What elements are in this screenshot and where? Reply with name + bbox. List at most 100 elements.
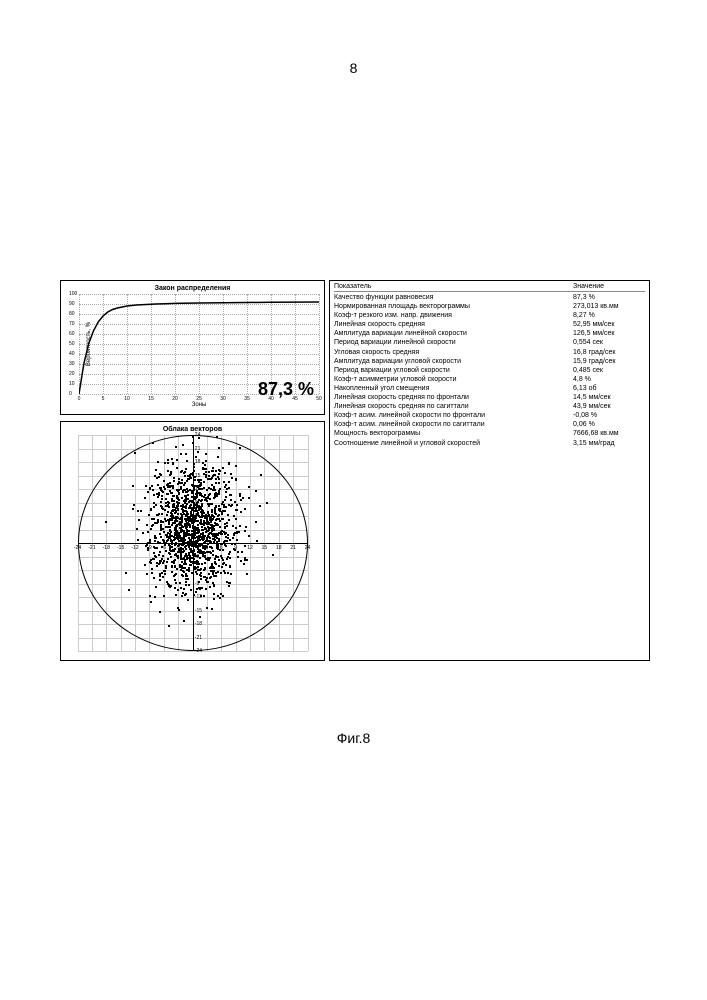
metric-name: Линейная скорость средняя по фронтали	[334, 393, 573, 402]
table-row: Линейная скорость средняя52,95 мм/сек	[334, 320, 645, 329]
scatter-x-tick: -24	[74, 545, 81, 551]
metric-name: Соотношение линейной и угловой скоростей	[334, 439, 573, 448]
metric-name: Коэф-т асимметрии угловой скорости	[334, 375, 573, 384]
line-chart-xlabel: Зоны	[192, 402, 207, 408]
table-row: Амплитуда вариации угловой скорости15,9 …	[334, 357, 645, 366]
x-tick: 0	[78, 396, 81, 402]
table-row: Угловая скорость средняя16,8 град/сек	[334, 348, 645, 357]
metric-name: Накопленный угол смещения	[334, 384, 573, 393]
metric-name: Амплитуда вариации угловой скорости	[334, 357, 573, 366]
metric-value: 4,8 %	[573, 375, 645, 384]
metric-name: Период вариации линейной скорости	[334, 338, 573, 347]
scatter-x-tick: 18	[276, 545, 282, 551]
x-tick: 5	[102, 396, 105, 402]
scatter-x-tick: 24	[305, 545, 311, 551]
line-chart-ylabel: Вероятность, %	[86, 322, 92, 366]
table-row: Коэф-т асимметрии угловой скорости4,8 %	[334, 375, 645, 384]
metric-value: 15,9 град/сек	[573, 357, 645, 366]
table-row: Коэф-т асим. линейной скорости по сагитт…	[334, 420, 645, 429]
metric-value: 52,95 мм/сек	[573, 320, 645, 329]
y-tick: 100	[69, 291, 77, 297]
metric-name: Период вариации угловой скорости	[334, 366, 573, 375]
metric-value: 0,554 сек	[573, 338, 645, 347]
table-row: Амплитуда вариации линейной скорости126,…	[334, 329, 645, 338]
metric-value: 8,27 %	[573, 311, 645, 320]
metric-name: Линейная скорость средняя	[334, 320, 573, 329]
left-column: Закон распределения 01020304050607080901…	[60, 280, 325, 661]
table-row: Период вариации угловой скорости0,485 се…	[334, 366, 645, 375]
y-tick: 10	[69, 381, 75, 387]
metric-value: 16,8 град/сек	[573, 348, 645, 357]
table-row: Соотношение линейной и угловой скоростей…	[334, 439, 645, 448]
y-tick: 50	[69, 341, 75, 347]
scatter-y-tick: -24	[195, 648, 202, 654]
scatter-x-tick: 12	[247, 545, 253, 551]
y-tick: 30	[69, 361, 75, 367]
scatter-y-tick: -21	[195, 635, 202, 641]
metric-name: Амплитуда вариации линейной скорости	[334, 329, 573, 338]
x-tick: 50	[316, 396, 322, 402]
metric-value: 14,5 мм/сек	[573, 393, 645, 402]
header-name: Показатель	[334, 283, 573, 290]
y-tick: 90	[69, 301, 75, 307]
header-value: Значение	[573, 283, 645, 290]
table-row: Мощность векторограммы7666,68 кв.мм	[334, 429, 645, 438]
metric-value: 7666,68 кв.мм	[573, 429, 645, 438]
table-row: Коэф-т асим. линейной скорости по фронта…	[334, 411, 645, 420]
metric-name: Коэф-т резкого изм. напр. движения	[334, 311, 573, 320]
line-chart-title: Закон распределения	[65, 285, 320, 292]
metric-name: Качество функции равновесия	[334, 293, 573, 302]
vector-cloud-chart: Облака векторов -24 -24 -21 -21 -18 -18 -15 -15…	[60, 421, 325, 661]
metric-value: 0,06 %	[573, 420, 645, 429]
y-tick: 80	[69, 311, 75, 317]
metric-name: Коэф-т асим. линейной скорости по сагитт…	[334, 420, 573, 429]
table-row: Коэф-т резкого изм. напр. движения8,27 %	[334, 311, 645, 320]
scatter-x-tick: -12	[131, 545, 138, 551]
scatter-plot: -24-24-21-21-18-18-15-15-12-12-9-9-6-6-3…	[78, 435, 308, 651]
metric-value: 0,485 сек	[573, 366, 645, 375]
scatter-x-tick: 21	[290, 545, 296, 551]
table-row: Накопленный угол смещения6,13 об	[334, 384, 645, 393]
scatter-title: Облака векторов	[65, 426, 320, 433]
scatter-y-tick: -18	[195, 621, 202, 627]
figure-caption: Фиг.8	[337, 730, 371, 746]
table-row: Линейная скорость средняя по фронтали14,…	[334, 393, 645, 402]
metric-name: Мощность векторограммы	[334, 429, 573, 438]
line-chart-annotation: 87,3 %	[258, 379, 314, 400]
metric-value: 126,5 мм/сек	[573, 329, 645, 338]
metric-name: Угловая скорость средняя	[334, 348, 573, 357]
table-row: Качество функции равновесия87,3 %	[334, 293, 645, 302]
scatter-x-tick: -18	[103, 545, 110, 551]
distribution-chart: Закон распределения 01020304050607080901…	[60, 280, 325, 415]
metric-name: Линейная скорость средняя по сагиттали	[334, 402, 573, 411]
x-tick: 20	[172, 396, 178, 402]
x-tick: 35	[244, 396, 250, 402]
metric-value: -0,08 %	[573, 411, 645, 420]
y-tick: 40	[69, 351, 75, 357]
metric-value: 3,15 мм/град	[573, 439, 645, 448]
metric-name: Нормированная площадь векторограммы	[334, 302, 573, 311]
table-header: Показатель Значение	[334, 283, 645, 292]
x-tick: 10	[124, 396, 130, 402]
scatter-y-tick: -15	[195, 608, 202, 614]
content-area: Закон распределения 01020304050607080901…	[60, 280, 650, 661]
y-tick: 20	[69, 371, 75, 377]
scatter-x-tick: -21	[88, 545, 95, 551]
metric-name: Коэф-т асим. линейной скорости по фронта…	[334, 411, 573, 420]
scatter-y-tick: 18	[195, 459, 201, 465]
table-row: Нормированная площадь векторограммы273,0…	[334, 302, 645, 311]
scatter-x-tick: -15	[117, 545, 124, 551]
y-tick: 60	[69, 331, 75, 337]
page-number: 8	[350, 60, 358, 76]
metric-value: 6,13 об	[573, 384, 645, 393]
metric-value: 87,3 %	[573, 293, 645, 302]
y-tick: 70	[69, 321, 75, 327]
table-row: Период вариации линейной скорости0,554 с…	[334, 338, 645, 347]
x-tick: 15	[148, 396, 154, 402]
table-row: Линейная скорость средняя по сагиттали43…	[334, 402, 645, 411]
y-tick: 0	[69, 391, 72, 397]
metric-value: 273,013 кв.мм	[573, 302, 645, 311]
metrics-table: Показатель Значение Качество функции рав…	[329, 280, 650, 661]
scatter-x-tick: 15	[262, 545, 268, 551]
x-tick: 30	[220, 396, 226, 402]
